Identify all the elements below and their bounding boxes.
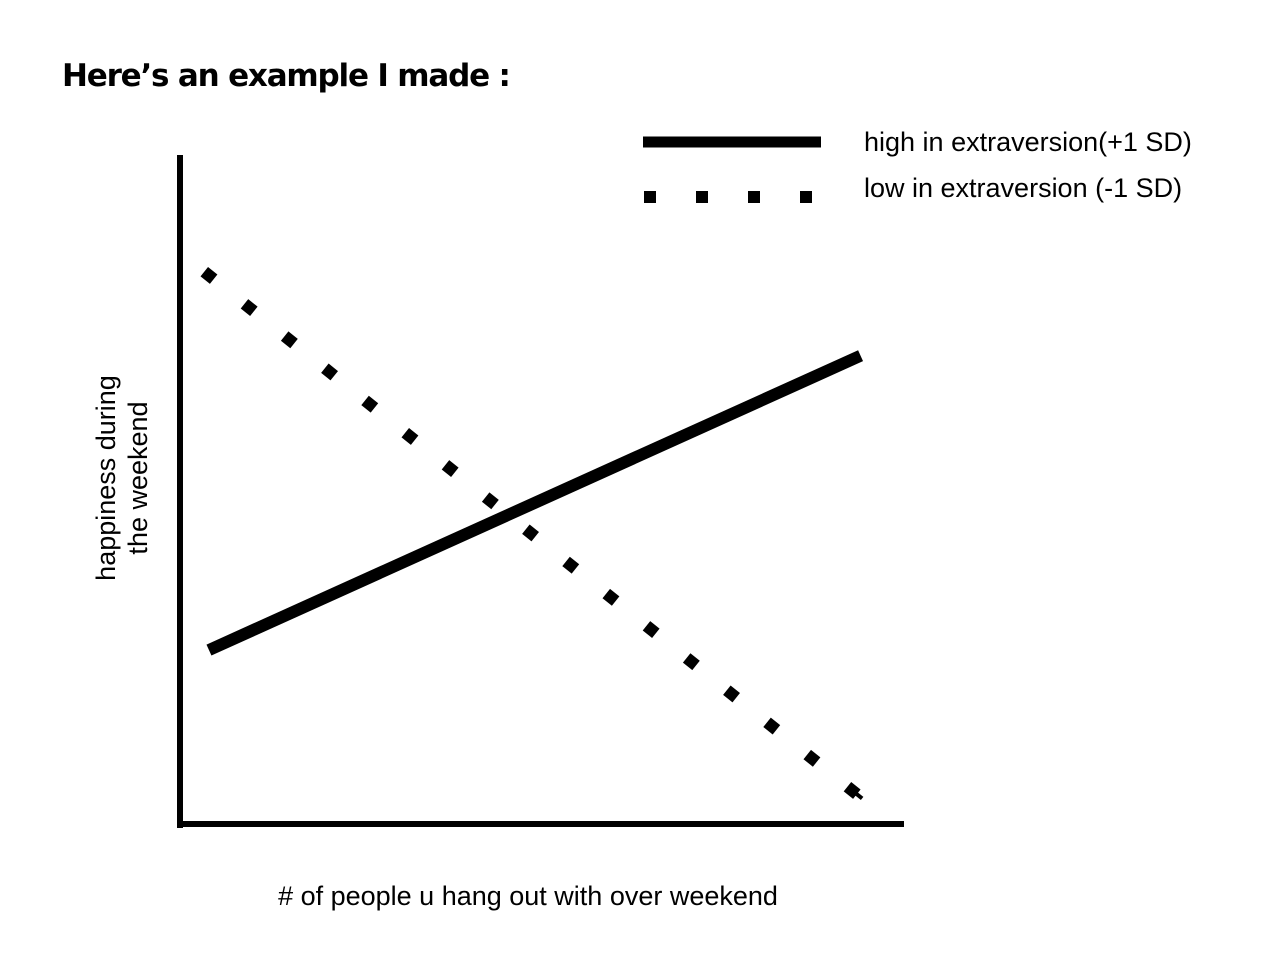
series-layer — [200, 266, 864, 801]
line-high-extraversion — [206, 350, 864, 656]
legend-label-high-extraversion: high in extraversion(+1 SD) — [864, 127, 1192, 157]
dot-low-extraversion — [240, 299, 258, 317]
y-axis-label: happiness during the weekend — [91, 375, 153, 581]
dot-low-extraversion — [522, 524, 539, 542]
page-title: Here’s an example I made : — [62, 58, 511, 94]
legend: high in extraversion(+1 SD) low in extra… — [643, 127, 1192, 203]
legend-swatch-dot — [696, 191, 708, 203]
dot-low-extraversion — [642, 621, 660, 638]
dot-low-extraversion — [803, 749, 821, 767]
y-axis-label-line-1: happiness during — [91, 375, 121, 581]
dot-low-extraversion-tail — [854, 791, 864, 801]
dot-low-extraversion — [562, 556, 580, 574]
legend-swatch-dotted — [644, 191, 812, 203]
dot-low-extraversion — [682, 653, 700, 671]
dot-low-extraversion — [723, 685, 740, 703]
series-low-extraversion — [200, 266, 864, 801]
dot-low-extraversion — [321, 363, 338, 381]
dot-low-extraversion — [361, 395, 379, 413]
dot-low-extraversion — [401, 427, 419, 445]
series-high-extraversion — [206, 350, 864, 656]
legend-swatch-dot — [800, 191, 812, 203]
legend-swatch-dot — [748, 191, 760, 203]
dot-low-extraversion — [481, 492, 499, 510]
dot-low-extraversion — [602, 588, 620, 606]
y-axis-label-line-2: the weekend — [123, 401, 153, 554]
dot-low-extraversion — [763, 717, 781, 735]
legend-swatch-dot — [644, 191, 656, 203]
dot-low-extraversion — [200, 266, 218, 284]
dot-low-extraversion — [441, 460, 459, 478]
x-axis-label: # of people u hang out with over weekend — [278, 881, 778, 911]
legend-label-low-extraversion: low in extraversion (-1 SD) — [864, 173, 1182, 203]
dot-low-extraversion — [280, 331, 298, 349]
